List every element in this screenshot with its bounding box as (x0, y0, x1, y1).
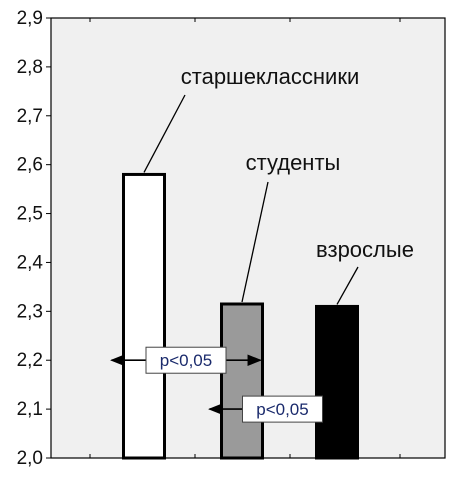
y-tick-label: 2,4 (17, 252, 44, 273)
y-tick-label: 2,2 (17, 350, 43, 371)
p-value-label: p<0,05 (160, 351, 212, 370)
y-tick-label: 2,9 (17, 8, 43, 29)
category-label: взрослые (316, 237, 414, 262)
y-tick-label: 2,1 (17, 399, 43, 420)
y-axis: 2,0 2,1 2,2 2,3 2,4 2,5 2,6 2,7 2,8 2,9 (17, 8, 401, 469)
y-tick-label: 2,8 (17, 57, 43, 78)
p-value-label: p<0,05 (256, 400, 308, 419)
y-tick-label: 2,5 (17, 204, 43, 225)
bar (122, 172, 166, 460)
category-label: старшеклассники (181, 64, 359, 89)
bars (122, 172, 359, 460)
y-tick-label: 2,3 (17, 301, 43, 322)
y-tick-label: 2,0 (17, 448, 43, 469)
p-value-box (242, 395, 323, 423)
y-tick-label: 2,7 (17, 106, 43, 127)
category-label: студенты (246, 150, 341, 175)
bar (315, 304, 359, 460)
significance-annotations: p<0,05 p<0,05 (110, 346, 357, 423)
bar (220, 302, 264, 460)
p-value-box (145, 346, 227, 374)
leader-line (241, 181, 269, 303)
leader-line (143, 94, 186, 173)
significance-annotation: p<0,05 (110, 346, 262, 374)
leader-line (336, 266, 359, 305)
y-tick-label: 2,6 (17, 155, 43, 176)
category-labels: старшеклассники студенты взрослые (143, 64, 414, 305)
significance-annotation: p<0,05 (208, 395, 357, 423)
